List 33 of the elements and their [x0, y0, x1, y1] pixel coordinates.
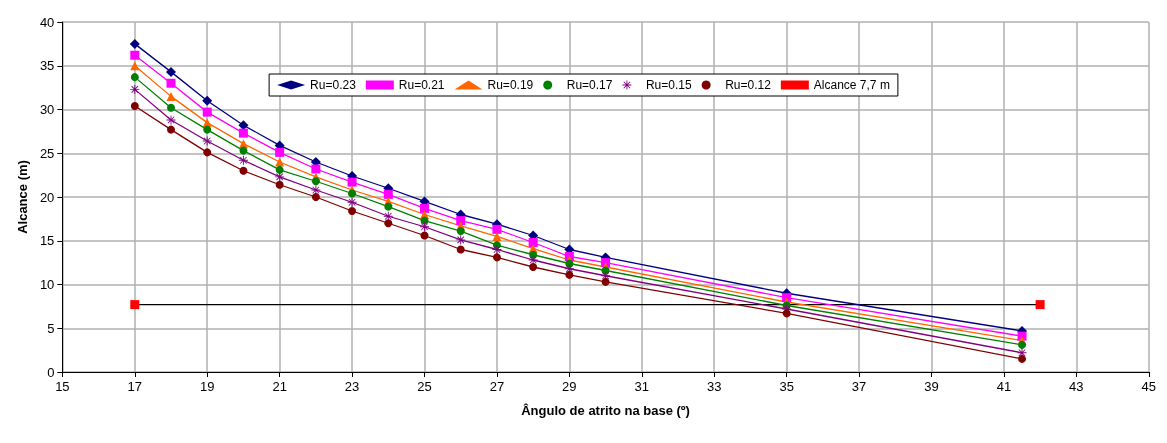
legend-label: Ru=0.12: [725, 78, 772, 92]
x-tick-label: 45: [1141, 379, 1156, 394]
x-tick-label: 31: [634, 379, 650, 394]
y-tick-label: 20: [39, 189, 55, 205]
y-tick-label: 30: [39, 102, 55, 117]
legend-label: Alcance 7,7 m: [813, 78, 890, 92]
x-tick-label: 25: [417, 379, 432, 394]
y-tick-label: 0: [47, 364, 55, 380]
x-tick-label: 41: [996, 379, 1012, 394]
y-axis-title: Alcance (m): [15, 160, 30, 234]
x-tick-label: 37: [851, 379, 867, 394]
x-tick-label: 43: [1069, 379, 1084, 394]
y-tick-label: 40: [39, 14, 55, 30]
x-tick-label: 33: [706, 379, 722, 394]
legend-label: Ru=0.21: [398, 78, 445, 92]
x-tick-label: 27: [489, 379, 505, 394]
x-tick-label: 29: [562, 379, 577, 394]
legend-label: Ru=0.15: [645, 78, 692, 92]
x-tick-label: 23: [344, 379, 360, 394]
x-tick-label: 35: [779, 379, 794, 394]
x-tick-label: 39: [924, 379, 939, 394]
y-tick-label: 15: [39, 233, 55, 249]
y-tick-label: 10: [39, 277, 55, 292]
x-tick-label: 21: [272, 379, 287, 394]
y-tick-label: 35: [39, 58, 55, 74]
x-tick-label: 19: [199, 379, 215, 394]
x-axis-title: Ângulo de atrito na base (º): [521, 403, 690, 418]
y-tick-label: 5: [47, 320, 55, 336]
legend-label: Ru=0.17: [566, 78, 613, 92]
x-tick-label: 17: [127, 379, 143, 394]
legend-label: Ru=0.23: [310, 78, 357, 92]
y-tick-label: 25: [39, 145, 55, 161]
legend-label: Ru=0.19: [487, 78, 534, 92]
